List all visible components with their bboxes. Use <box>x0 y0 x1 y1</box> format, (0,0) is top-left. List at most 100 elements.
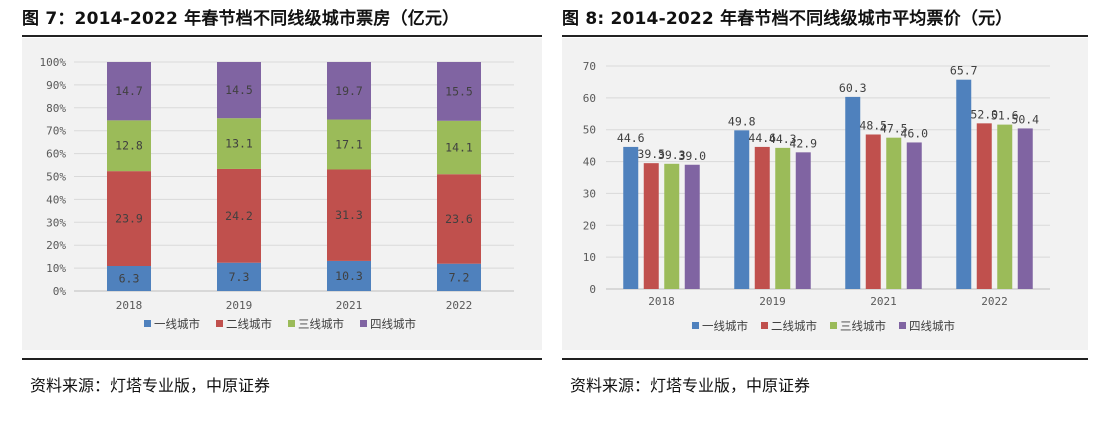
bar <box>865 134 881 289</box>
figure-7-bottom-rule <box>22 358 542 360</box>
data-label: 15.5 <box>445 84 473 98</box>
y-tick-label: 30% <box>46 216 66 229</box>
y-tick-label: 50% <box>46 171 66 184</box>
bar-segment <box>437 263 481 291</box>
legend-swatch <box>216 320 223 327</box>
bar-segment <box>217 168 261 263</box>
data-label: 39.5 <box>637 147 665 161</box>
bar <box>976 123 992 289</box>
y-tick-label: 70 <box>583 60 596 73</box>
figure-8-panel: 图 8: 2014-2022 年春节档不同线级城市平均票价（元） 0 10 20 30… <box>562 0 1088 423</box>
data-label: 39.3 <box>658 148 686 162</box>
bar-segment <box>327 260 371 291</box>
clustered-bar-chart: 0 10 20 30 40 50 60 70 44.6 39.539.339.0 2018 49.8 4… <box>583 60 1050 333</box>
y-tick-label: 90% <box>46 79 66 92</box>
bar <box>684 164 700 289</box>
legend-swatch <box>692 322 699 329</box>
data-label: 47.5 <box>880 122 908 136</box>
figure-8-title: 图 8: 2014-2022 年春节档不同线级城市平均票价（元） <box>562 9 1013 29</box>
legend-label: 三线城市 <box>298 317 344 331</box>
y-tick-label: 10 <box>583 251 596 264</box>
data-label: 60.3 <box>839 81 867 95</box>
bar-segment <box>437 174 481 264</box>
data-label: 17.1 <box>335 138 363 152</box>
bar <box>754 146 770 289</box>
y-tick-label: 30 <box>583 187 596 200</box>
data-label: 14.1 <box>445 140 473 154</box>
bar-segment <box>107 265 151 291</box>
data-label: 14.7 <box>115 84 143 98</box>
bar <box>734 130 750 289</box>
bar-segment <box>327 119 371 170</box>
data-label: 39.0 <box>678 149 706 163</box>
bar-segment <box>437 120 481 175</box>
bar <box>795 152 811 289</box>
data-label: 6.3 <box>119 271 140 285</box>
legend-label: 二线城市 <box>771 319 817 333</box>
data-label: 13.1 <box>225 137 253 151</box>
y-tick-label: 100% <box>40 56 67 69</box>
y-tick-label: 0 <box>589 283 596 296</box>
data-label: 12.8 <box>115 139 143 153</box>
legend-label: 一线城市 <box>702 319 748 333</box>
figure-7-chart-area: 0% 10% 20% 30% 40% 50% 60% 70% 80% 90% 100% 6.3 23.9… <box>22 38 542 350</box>
bar-segment <box>437 62 481 121</box>
data-label: 65.7 <box>950 64 978 78</box>
legend-swatch <box>360 320 367 327</box>
x-tick-label: 2018 <box>648 295 675 308</box>
figure-7-source: 资料来源：灯塔专业版，中原证券 <box>30 376 271 395</box>
data-label: 44.3 <box>769 132 797 146</box>
bar <box>997 124 1013 289</box>
x-tick-label: 2022 <box>981 295 1008 308</box>
bar <box>775 147 791 289</box>
bar <box>1017 128 1033 289</box>
data-label: 7.2 <box>449 270 470 284</box>
legend-swatch <box>899 322 906 329</box>
data-label: 51.6 <box>991 109 1019 123</box>
stacked-bar-chart: 0% 10% 20% 30% 40% 50% 60% 70% 80% 90% 100% 6.3 23.9… <box>40 56 514 331</box>
data-label: 31.3 <box>335 208 363 222</box>
data-label: 19.7 <box>335 84 363 98</box>
data-label: 44.6 <box>617 131 645 145</box>
y-tick-label: 70% <box>46 125 66 138</box>
bar-segment <box>217 262 261 291</box>
data-label: 46.0 <box>900 126 928 140</box>
data-label: 7.3 <box>229 270 250 284</box>
data-label: 24.2 <box>225 209 253 223</box>
legend-swatch <box>288 320 295 327</box>
y-tick-label: 20% <box>46 239 66 252</box>
data-label: 52.0 <box>970 107 998 121</box>
y-tick-label: 50 <box>583 124 596 137</box>
legend-label: 四线城市 <box>370 317 416 331</box>
data-label: 42.9 <box>789 136 817 150</box>
legend-label: 四线城市 <box>909 319 955 333</box>
bar <box>956 79 972 289</box>
bar-segment <box>107 171 151 266</box>
bar-segment <box>217 118 261 169</box>
bar-segment <box>107 62 151 121</box>
bar <box>643 163 659 289</box>
data-label: 14.5 <box>225 83 253 97</box>
figure-8-bottom-rule <box>562 358 1088 360</box>
y-tick-label: 40 <box>583 156 596 169</box>
x-tick-label: 2018 <box>116 299 143 312</box>
data-label: 10.3 <box>335 269 363 283</box>
data-label: 44.6 <box>748 131 776 145</box>
x-tick-label: 2021 <box>870 295 897 308</box>
y-tick-label: 0% <box>53 285 67 298</box>
figure-8-chart-area: 0 10 20 30 40 50 60 70 44.6 39.5 39.3 39.0 2018 49.8 4… <box>562 38 1088 350</box>
y-tick-label: 40% <box>46 193 66 206</box>
figure-8-top-rule <box>562 35 1088 37</box>
bar <box>886 137 902 289</box>
x-tick-label: 2019 <box>226 299 253 312</box>
bar-segment <box>217 62 261 119</box>
y-tick-label: 20 <box>583 219 596 232</box>
figure-7-title: 图 7：2014-2022 年春节档不同线级城市票房（亿元） <box>22 9 460 29</box>
figure-7-top-rule <box>22 35 542 37</box>
legend-label: 二线城市 <box>226 317 272 331</box>
data-label: 48.5 <box>859 118 887 132</box>
bar <box>906 142 922 289</box>
bar <box>845 96 861 289</box>
legend-swatch <box>830 322 837 329</box>
data-label: 23.9 <box>115 212 143 226</box>
